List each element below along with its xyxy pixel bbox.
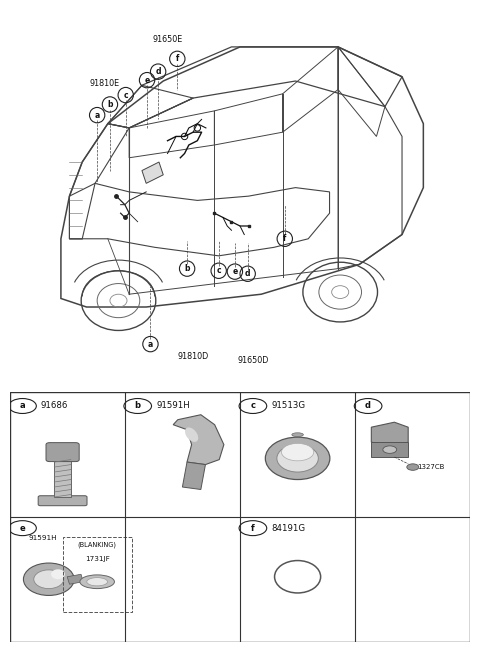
Ellipse shape <box>265 437 330 480</box>
Text: d: d <box>245 269 251 278</box>
Circle shape <box>383 446 396 453</box>
Text: 1327CB: 1327CB <box>418 464 445 470</box>
Text: a: a <box>148 340 153 348</box>
Text: (BLANKING): (BLANKING) <box>78 541 117 548</box>
Ellipse shape <box>34 570 64 588</box>
Text: 91810E: 91810E <box>89 79 120 89</box>
Text: 91591H: 91591H <box>156 401 190 411</box>
Text: f: f <box>283 234 287 243</box>
Ellipse shape <box>292 433 303 436</box>
Text: c: c <box>216 266 221 276</box>
Text: 1731JF: 1731JF <box>85 556 109 562</box>
Text: b: b <box>135 401 141 411</box>
Text: d: d <box>365 401 371 411</box>
Text: a: a <box>20 401 25 411</box>
Text: b: b <box>184 264 190 273</box>
Ellipse shape <box>51 569 65 579</box>
Text: c: c <box>251 401 255 411</box>
Polygon shape <box>372 442 408 457</box>
Polygon shape <box>182 462 205 489</box>
Text: e: e <box>232 267 238 276</box>
Text: 91810D: 91810D <box>178 352 209 361</box>
Text: d: d <box>156 67 161 76</box>
Text: a: a <box>95 111 100 119</box>
Text: 91513G: 91513G <box>271 401 305 411</box>
Ellipse shape <box>87 578 108 586</box>
Ellipse shape <box>277 445 318 472</box>
FancyBboxPatch shape <box>46 443 79 462</box>
Text: 91591H: 91591H <box>28 535 57 541</box>
Ellipse shape <box>80 575 114 588</box>
Polygon shape <box>173 415 224 464</box>
Text: 84191G: 84191G <box>271 523 305 533</box>
Text: b: b <box>107 100 113 109</box>
Polygon shape <box>67 574 84 584</box>
Ellipse shape <box>185 428 198 442</box>
Text: 91686: 91686 <box>41 401 68 411</box>
Polygon shape <box>142 162 163 183</box>
Text: e: e <box>20 523 25 533</box>
Ellipse shape <box>281 443 314 461</box>
Text: 91650D: 91650D <box>237 356 268 365</box>
Text: f: f <box>176 54 179 64</box>
Text: 91650E: 91650E <box>152 35 182 44</box>
Text: f: f <box>251 523 255 533</box>
Circle shape <box>407 464 419 470</box>
FancyBboxPatch shape <box>54 460 71 497</box>
Polygon shape <box>372 422 408 447</box>
Text: e: e <box>144 75 150 85</box>
Ellipse shape <box>24 563 74 596</box>
FancyBboxPatch shape <box>38 496 87 506</box>
Text: c: c <box>123 91 128 100</box>
